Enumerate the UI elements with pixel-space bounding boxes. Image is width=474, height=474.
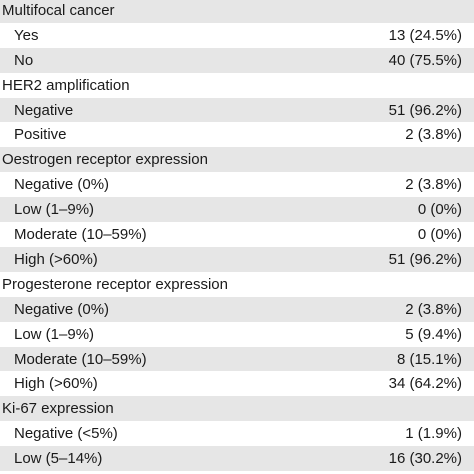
table-row: Moderate (10–59%) 0 (0%) bbox=[0, 222, 474, 247]
row-value: 8 (15.1%) bbox=[396, 350, 462, 368]
table-row: Negative (0%) 2 (3.8%) bbox=[0, 172, 474, 198]
section-title: Oestrogen receptor expression bbox=[2, 151, 208, 169]
row-label: Negative (0%) bbox=[14, 176, 110, 194]
row-value: 16 (30.2%) bbox=[388, 450, 462, 468]
row-label: No bbox=[14, 51, 34, 69]
section-title: Ki-67 expression bbox=[2, 400, 114, 418]
table-row: Moderate (10–59%) 8 (15.1%) bbox=[0, 346, 474, 372]
row-label: Negative (<5%) bbox=[14, 425, 118, 443]
section-header-row: HER2 amplification bbox=[0, 72, 474, 98]
row-label: High (>60%) bbox=[14, 375, 98, 393]
row-value: 2 (3.8%) bbox=[405, 300, 462, 318]
row-label: Positive bbox=[14, 126, 67, 144]
section-header-row: Oestrogen receptor expression bbox=[0, 147, 474, 173]
row-label: Negative bbox=[14, 101, 74, 119]
row-label: Low (1–9%) bbox=[14, 201, 95, 219]
row-value: 2 (3.8%) bbox=[405, 176, 462, 194]
row-label: Low (1–9%) bbox=[14, 325, 95, 343]
row-value: 51 (96.2%) bbox=[388, 101, 462, 119]
table-row: Positive 2 (3.8%) bbox=[0, 122, 474, 148]
table-row: Low (1–9%) 5 (9.4%) bbox=[0, 321, 474, 347]
row-value: 1 (1.9%) bbox=[405, 425, 462, 443]
table-row: Low (1–9%) 0 (0%) bbox=[0, 197, 474, 223]
table-row: No 40 (75.5%) bbox=[0, 47, 474, 73]
section-title: Progesterone receptor expression bbox=[2, 275, 228, 293]
table-row: Negative 51 (96.2%) bbox=[0, 97, 474, 123]
row-value: 0 (0%) bbox=[417, 201, 462, 219]
section-header-row: Multifocal cancer bbox=[0, 0, 474, 23]
row-label: Low (5–14%) bbox=[14, 450, 103, 468]
row-label: High (>60%) bbox=[14, 250, 98, 268]
table-row: Yes 13 (24.5%) bbox=[0, 22, 474, 48]
table-row: Negative (0%) 2 (3.8%) bbox=[0, 296, 474, 322]
table-row: Low (5–14%) 16 (30.2%) bbox=[0, 446, 474, 472]
table-row: Negative (<5%) 1 (1.9%) bbox=[0, 421, 474, 447]
row-value: 40 (75.5%) bbox=[388, 51, 462, 69]
table-row: High (>60%) 51 (96.2%) bbox=[0, 247, 474, 272]
row-value: 5 (9.4%) bbox=[405, 325, 462, 343]
row-value: 0 (0%) bbox=[417, 226, 462, 244]
row-value: 2 (3.8%) bbox=[405, 126, 462, 144]
row-value: 13 (24.5%) bbox=[388, 26, 462, 44]
row-value: 51 (96.2%) bbox=[388, 250, 462, 268]
section-title: Multifocal cancer bbox=[2, 1, 115, 19]
section-header-row: Ki-67 expression bbox=[0, 396, 474, 422]
section-header-row: Progesterone receptor expression bbox=[0, 271, 474, 297]
table-row: High (>60%) 34 (64.2%) bbox=[0, 371, 474, 397]
row-label: Yes bbox=[14, 26, 39, 44]
section-title: HER2 amplification bbox=[2, 76, 130, 94]
row-label: Moderate (10–59%) bbox=[14, 350, 147, 368]
row-value: 34 (64.2%) bbox=[388, 375, 462, 393]
row-label: Negative (0%) bbox=[14, 300, 110, 318]
row-label: Moderate (10–59%) bbox=[14, 226, 147, 244]
